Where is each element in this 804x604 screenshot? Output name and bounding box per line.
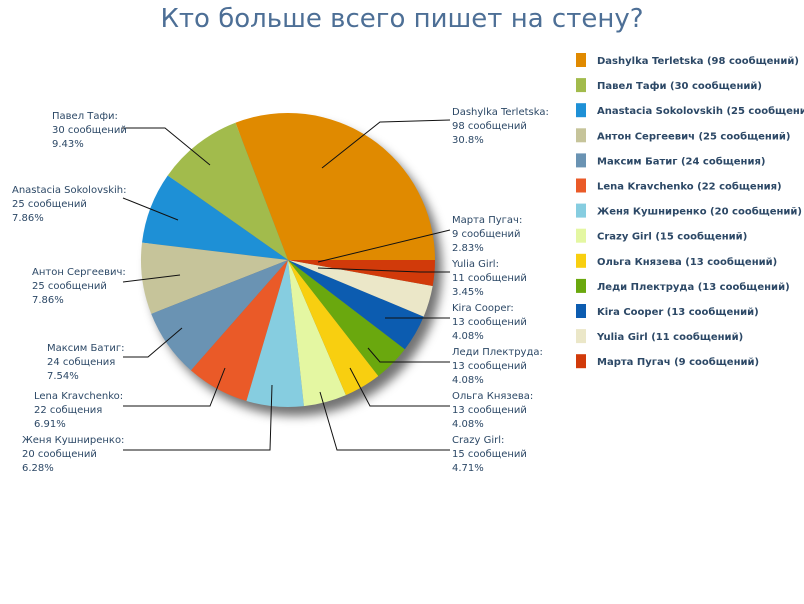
pie-slice[interactable] — [288, 260, 435, 287]
leader-line — [367, 347, 450, 363]
leader-line — [123, 327, 183, 358]
data-label: 4.71% — [452, 463, 484, 474]
legend-swatch — [576, 228, 586, 243]
data-label: Kira Cooper: — [452, 303, 514, 314]
pie-slice[interactable] — [288, 260, 424, 350]
pie-slice[interactable] — [288, 260, 346, 407]
data-label: 9 сообщений — [452, 229, 521, 240]
legend-item[interactable]: Yulia Girl (11 сообщений) — [596, 331, 743, 343]
data-label: 7.54% — [47, 371, 79, 382]
legend-swatch — [576, 354, 586, 369]
legend-swatch — [576, 78, 586, 93]
data-label: 22 собщения — [34, 405, 102, 416]
pie-slice[interactable] — [235, 113, 435, 260]
leader-line — [321, 119, 451, 169]
data-label: 30.8% — [452, 135, 484, 146]
data-label: 98 сообщений — [452, 121, 527, 132]
legend-item[interactable]: Антон Сергеевич (25 сообщений) — [597, 130, 790, 142]
legend-item[interactable]: Kira Cooper (13 сообщений) — [597, 306, 759, 318]
leader-line — [123, 367, 226, 407]
data-label: Anastacia Sokolovskih: — [12, 185, 126, 196]
data-label: 13 сообщений — [452, 405, 527, 416]
data-label: 11 сообщений — [452, 273, 527, 284]
legend-item[interactable]: Павел Тафи (30 сообщений) — [597, 80, 762, 92]
legend-swatch — [576, 128, 586, 143]
data-label: 24 собщения — [47, 357, 115, 368]
pie-slice[interactable] — [190, 260, 288, 402]
data-label: 13 сообщений — [452, 361, 527, 372]
leader-line — [317, 267, 450, 273]
pie-slice[interactable] — [142, 175, 288, 260]
legend-swatch — [576, 178, 586, 193]
data-label: 3.45% — [452, 287, 484, 298]
data-label: 2.83% — [452, 243, 484, 254]
data-label: 15 сообщений — [452, 449, 527, 460]
legend-swatch — [576, 103, 586, 118]
legend-swatch — [576, 203, 586, 218]
leader-line — [317, 229, 451, 263]
legend-swatch — [576, 153, 586, 168]
data-label: 4.08% — [452, 331, 484, 342]
data-label: Павел Тафи: — [52, 111, 118, 122]
pie-slice[interactable] — [288, 260, 379, 396]
legend-item[interactable]: Марта Пугач (9 сообщений) — [597, 356, 759, 368]
data-label: 6.91% — [34, 419, 66, 430]
chart-title: Кто больше всего пишет на стену? — [160, 4, 644, 34]
leader-line — [122, 274, 181, 283]
legend-swatch — [576, 329, 586, 344]
pie-slice[interactable] — [288, 260, 405, 376]
legend-swatch — [576, 278, 586, 293]
data-label: Dashylka Terletska: — [452, 107, 549, 118]
data-label: 25 сообщений — [12, 199, 87, 210]
legend-item[interactable]: Женя Кушниренко (20 сообщений) — [597, 206, 802, 218]
legend-item[interactable]: Леди Плектруда (13 сообщений) — [597, 281, 790, 293]
legend-item[interactable]: Dashylka Terletska (98 сообщений) — [597, 55, 799, 67]
pie-slice[interactable] — [151, 260, 288, 371]
pie-slice[interactable] — [288, 260, 433, 317]
pie-slice[interactable] — [141, 242, 288, 314]
data-label: 13 сообщений — [452, 317, 527, 328]
data-label: Ольга Князева: — [452, 391, 533, 402]
data-label: 9.43% — [52, 139, 84, 150]
data-label: Lena Kravchenko: — [34, 391, 123, 402]
legend-swatch — [576, 253, 586, 268]
legend-item[interactable]: Ольга Князева (13 сообщений) — [597, 256, 777, 268]
data-label: Crazy Girl: — [452, 435, 504, 446]
leader-line — [349, 367, 450, 407]
data-label: 7.86% — [32, 295, 64, 306]
data-label: Антон Сергеевич: — [32, 267, 126, 278]
data-label: 20 сообщений — [22, 449, 97, 460]
pie-slice[interactable] — [246, 260, 304, 407]
legend-item[interactable]: Lena Kravchenko (22 собщения) — [597, 181, 782, 193]
data-label: 6.28% — [22, 463, 54, 474]
data-label: Марта Пугач: — [452, 215, 522, 226]
leader-line — [319, 391, 450, 451]
data-label: Yulia Girl: — [451, 259, 499, 270]
data-label: Женя Кушниренко: — [22, 435, 124, 446]
legend-swatch — [576, 304, 586, 318]
legend-item[interactable]: Anastacia Sokolovskih (25 сообщений) — [597, 105, 804, 117]
data-label: 4.08% — [452, 375, 484, 386]
legend-item[interactable]: Crazy Girl (15 сообщений) — [597, 231, 747, 243]
data-label: 25 сообщений — [32, 281, 107, 292]
leader-line — [122, 197, 179, 221]
data-label: 30 сообщений — [52, 125, 127, 136]
leader-line — [122, 127, 211, 166]
data-label: 4.08% — [452, 419, 484, 430]
leader-line — [123, 384, 273, 451]
pie-slice[interactable] — [167, 122, 288, 260]
legend-swatch — [576, 53, 586, 67]
data-label: Максим Батиг: — [47, 343, 124, 354]
data-label: 7.86% — [12, 213, 44, 224]
data-label: Леди Плектруда: — [452, 347, 543, 358]
legend-item[interactable]: Максим Батиг (24 собщения) — [597, 155, 765, 167]
